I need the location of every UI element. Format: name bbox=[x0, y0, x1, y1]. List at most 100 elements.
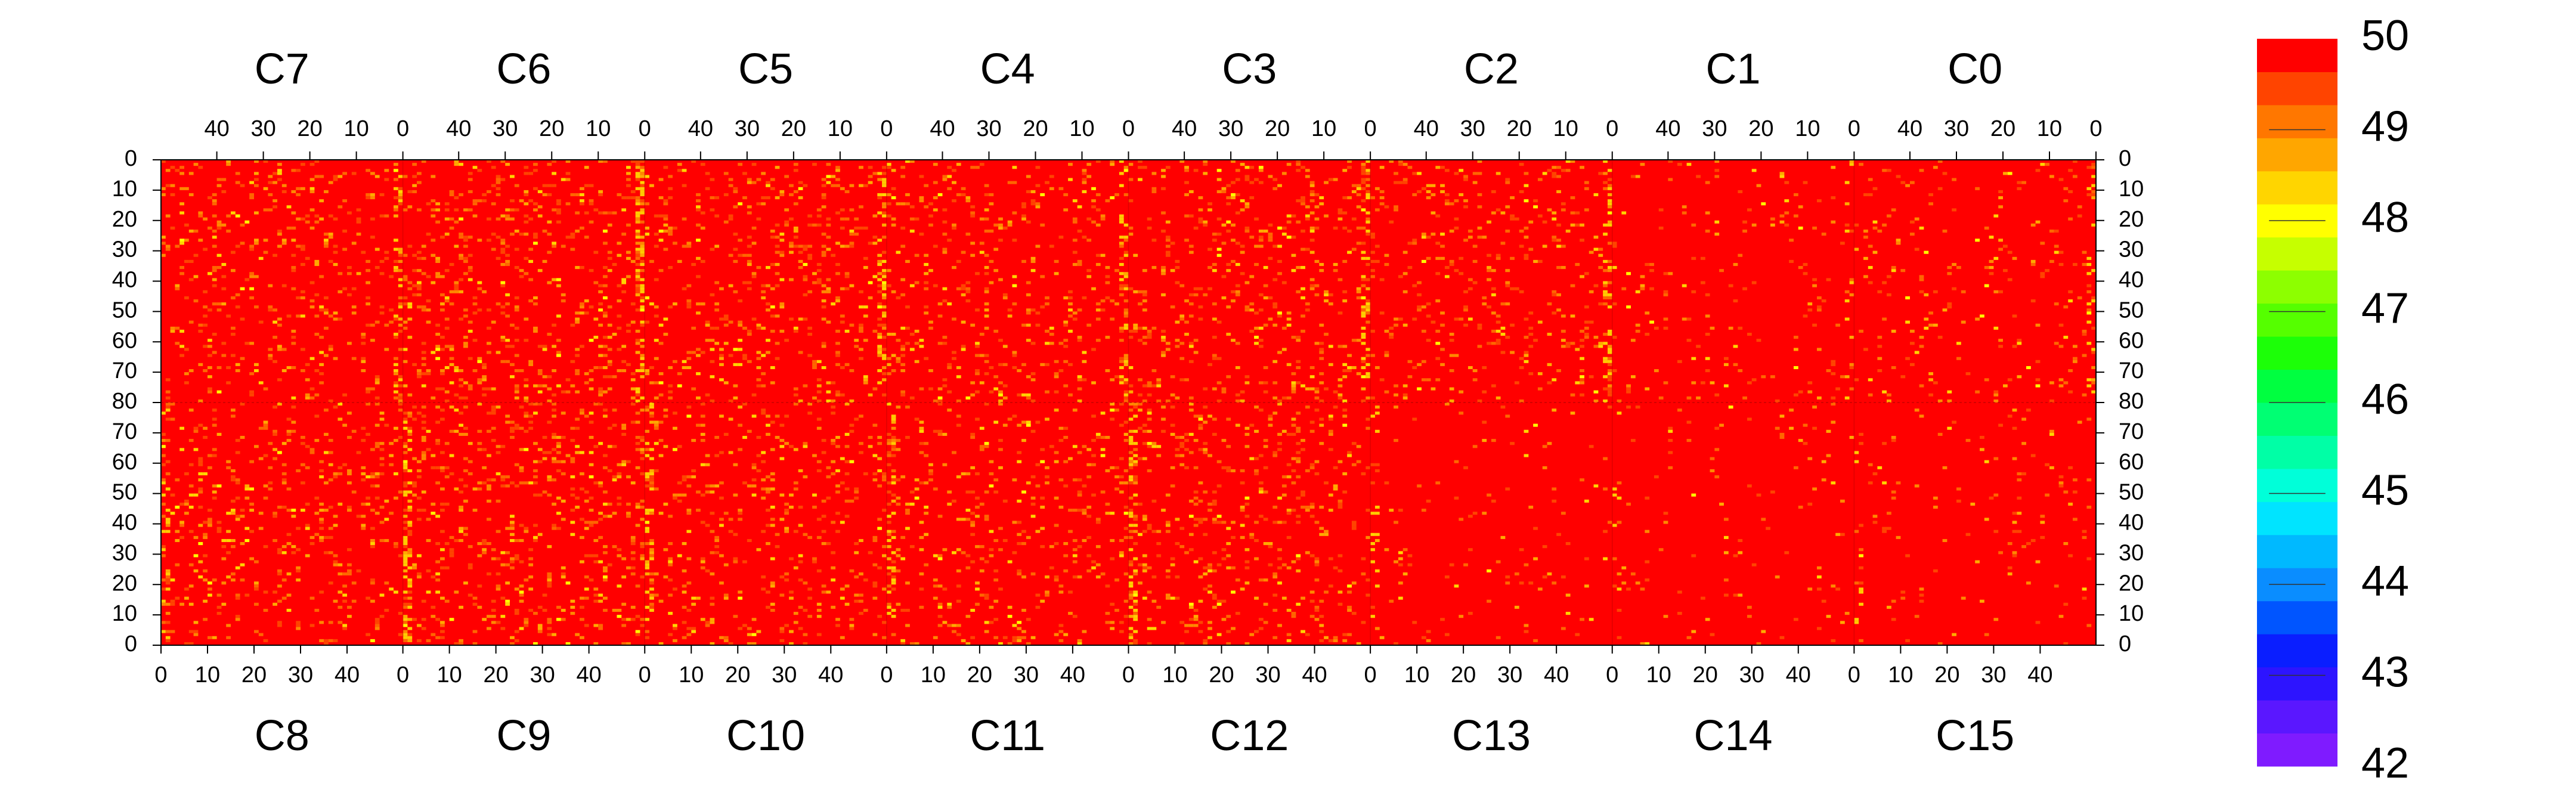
heatmap-cell bbox=[305, 378, 310, 382]
heatmap-cell bbox=[286, 572, 292, 575]
heatmap-cell bbox=[789, 590, 794, 594]
heatmap-cell bbox=[840, 393, 845, 397]
heatmap-cell bbox=[1435, 242, 1441, 245]
heatmap-cell bbox=[1161, 211, 1166, 215]
heatmap-cell bbox=[398, 193, 403, 197]
heatmap-cell bbox=[1128, 384, 1134, 388]
heatmap-cell bbox=[1244, 175, 1250, 178]
heatmap-cell bbox=[459, 509, 464, 512]
heatmap-cell bbox=[1975, 239, 1980, 242]
heatmap-cell bbox=[216, 432, 222, 436]
heatmap-cell bbox=[919, 387, 924, 391]
heatmap-cell bbox=[649, 596, 654, 600]
heatmap-cell bbox=[1133, 326, 1138, 330]
heatmap-cell bbox=[710, 339, 715, 342]
heatmap-cell bbox=[1928, 311, 1933, 315]
heatmap-cell bbox=[1831, 166, 1836, 169]
heatmap-cell bbox=[719, 287, 724, 290]
chip-label-bottom-c8: C8 bbox=[255, 712, 309, 760]
heatmap-cell bbox=[1366, 160, 1371, 163]
heatmap-cell bbox=[435, 542, 441, 546]
heatmap-cell bbox=[1366, 178, 1371, 181]
heatmap-cell bbox=[812, 493, 817, 497]
heatmap-cell bbox=[2012, 314, 2017, 318]
heatmap-cell bbox=[394, 214, 398, 218]
heatmap-cell bbox=[1463, 308, 1468, 312]
heatmap-cell bbox=[612, 332, 617, 336]
heatmap-cell bbox=[877, 381, 883, 385]
heatmap-cell bbox=[1677, 360, 1682, 363]
heatmap-cell bbox=[617, 369, 622, 373]
heatmap-cell bbox=[249, 287, 255, 290]
heatmap-cell bbox=[1607, 369, 1612, 373]
heatmap-cell bbox=[844, 287, 850, 290]
heatmap-cell bbox=[2073, 262, 2077, 267]
heatmap-cell bbox=[1128, 226, 1134, 230]
heatmap-cell bbox=[914, 329, 919, 333]
heatmap-cell bbox=[1263, 230, 1268, 233]
heatmap-cell bbox=[924, 272, 929, 275]
heatmap-cell bbox=[435, 259, 441, 263]
heatmap-cell bbox=[2035, 169, 2041, 172]
heatmap-cell bbox=[863, 375, 868, 379]
heatmap-cell bbox=[277, 323, 282, 327]
heatmap-cell bbox=[454, 163, 459, 166]
heatmap-cell bbox=[398, 296, 403, 300]
heatmap-cell bbox=[821, 193, 826, 197]
heatmap-cell bbox=[738, 627, 743, 630]
heatmap-cell bbox=[835, 351, 840, 354]
heatmap-cell bbox=[821, 366, 826, 370]
heatmap-cell bbox=[621, 432, 627, 436]
heatmap-cell bbox=[1356, 339, 1361, 342]
heatmap-cell bbox=[1063, 296, 1069, 300]
heatmap-cell bbox=[193, 633, 199, 636]
heatmap-cell bbox=[2091, 166, 2096, 169]
heatmap-cell bbox=[542, 375, 547, 379]
heatmap-cell bbox=[328, 621, 333, 624]
heatmap-cell bbox=[593, 521, 599, 524]
heatmap-cell bbox=[914, 281, 919, 284]
heatmap-cell bbox=[626, 642, 631, 645]
heatmap-cell bbox=[338, 563, 343, 566]
heatmap-cell bbox=[1928, 378, 1933, 382]
heatmap-cell bbox=[208, 387, 212, 391]
chip-label-top-c0: C0 bbox=[1948, 45, 2002, 93]
heatmap-cell bbox=[487, 518, 491, 521]
heatmap-cell bbox=[882, 472, 887, 476]
heatmap-cell bbox=[789, 244, 794, 248]
heatmap-cell bbox=[487, 615, 491, 618]
heatmap-cell bbox=[500, 239, 506, 242]
heatmap-cell bbox=[816, 384, 822, 388]
heatmap-cell bbox=[319, 217, 324, 221]
heatmap-cell bbox=[449, 190, 454, 193]
heatmap-cell bbox=[668, 612, 673, 615]
heatmap-cell bbox=[291, 269, 296, 273]
heatmap-cell bbox=[775, 272, 780, 275]
heatmap-cell bbox=[761, 290, 766, 293]
heatmap-cell bbox=[603, 578, 608, 582]
heatmap-cell bbox=[751, 275, 757, 278]
heatmap-cell bbox=[552, 184, 557, 187]
heatmap-cell bbox=[816, 460, 822, 463]
heatmap-cell bbox=[617, 348, 622, 351]
heatmap-cell bbox=[417, 181, 422, 184]
heatmap-cell bbox=[533, 236, 538, 239]
heatmap-cell bbox=[496, 584, 501, 588]
heatmap-cell bbox=[937, 314, 943, 318]
heatmap-cell bbox=[1319, 323, 1324, 327]
heatmap-cell bbox=[1394, 208, 1398, 212]
heatmap-cell bbox=[1961, 290, 1966, 293]
heatmap-cell bbox=[1956, 357, 1961, 360]
heatmap-cell bbox=[770, 524, 775, 527]
heatmap-cell bbox=[1556, 190, 1561, 193]
heatmap-cell bbox=[1105, 296, 1110, 300]
heatmap-cell bbox=[263, 426, 268, 430]
heatmap-cell bbox=[798, 250, 803, 254]
heatmap-cell bbox=[161, 236, 166, 239]
heatmap-cell bbox=[1026, 311, 1031, 315]
heatmap-cell bbox=[286, 429, 292, 433]
heatmap-cell bbox=[812, 272, 817, 275]
heatmap-cell bbox=[556, 442, 561, 445]
heatmap-cell bbox=[421, 256, 426, 260]
heatmap-cell bbox=[1593, 284, 1599, 287]
